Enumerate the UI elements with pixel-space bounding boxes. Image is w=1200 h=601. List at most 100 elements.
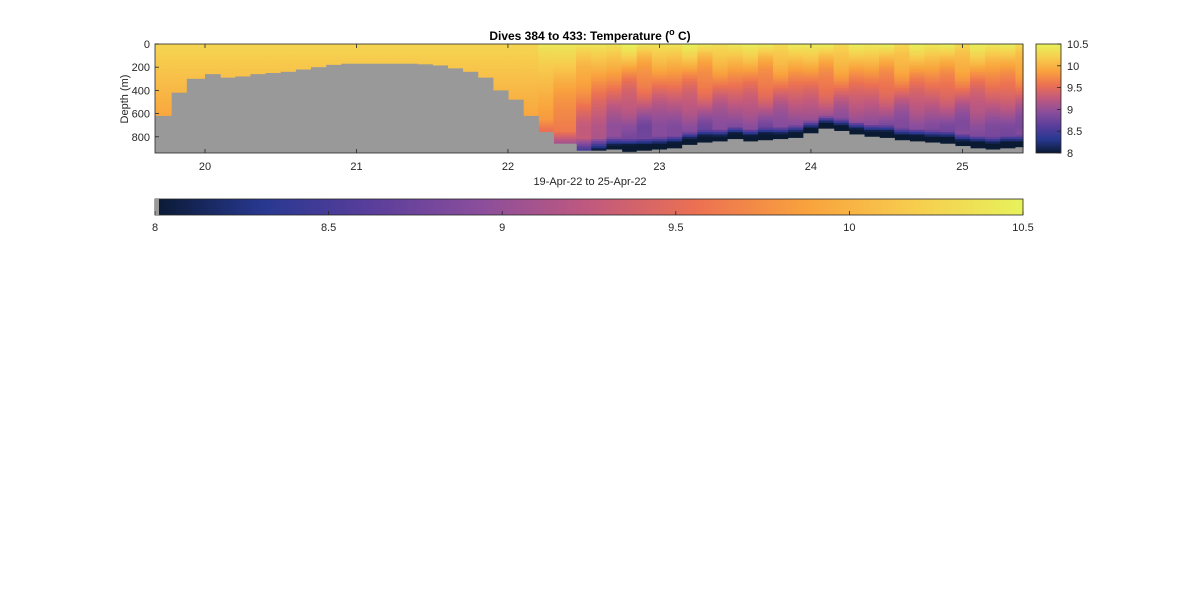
heatmap-cell [757, 64, 774, 68]
heatmap-cell [848, 62, 865, 66]
heatmap-cell [576, 67, 592, 71]
heatmap-cell [553, 134, 577, 138]
heatmap-cell [924, 136, 941, 140]
heatmap-cell [636, 136, 653, 140]
heatmap-cell [863, 99, 880, 103]
heatmap-cell [553, 46, 577, 50]
heatmap-cell [833, 53, 850, 57]
heatmap-cell [576, 92, 592, 96]
heatmap-cell [848, 76, 865, 80]
no-data-cell [311, 67, 327, 153]
heatmap-cell [863, 76, 880, 80]
heatmap-cell [477, 53, 494, 57]
heatmap-cell [757, 48, 774, 52]
heatmap-cell [863, 50, 880, 54]
heatmap-cell [621, 99, 638, 103]
heatmap-cell [727, 57, 744, 61]
heatmap-cell [833, 46, 850, 50]
heatmap-cell [742, 92, 759, 96]
heatmap-cell [985, 134, 1001, 138]
heatmap-cell [969, 85, 986, 89]
heatmap-cell [1015, 122, 1024, 126]
heatmap-cell [909, 134, 926, 138]
heatmap-cell [682, 134, 698, 138]
heatmap-cell [742, 97, 759, 101]
heatmap-cell [553, 55, 577, 59]
heatmap-cell [667, 85, 683, 89]
heatmap-cell [667, 111, 683, 115]
heatmap-cell [848, 92, 865, 96]
heatmap-cell [280, 46, 297, 50]
heatmap-cell [939, 48, 956, 52]
heatmap-cell [712, 81, 729, 85]
heatmap-cell [682, 83, 698, 87]
heatmap-cell [742, 69, 759, 73]
no-data-cell [1000, 148, 1017, 153]
heatmap-cell [621, 118, 638, 122]
heatmap-cell [833, 101, 850, 105]
heatmap-cell [553, 125, 577, 129]
heatmap-cell [651, 122, 668, 126]
heatmap-cell [939, 101, 956, 105]
heatmap-cell [667, 136, 683, 140]
heatmap-cell [507, 78, 524, 82]
no-data-cell [538, 132, 554, 153]
heatmap-cell [727, 106, 744, 110]
heatmap-cell [553, 83, 577, 87]
y-tick-label: 200 [132, 62, 150, 74]
heatmap-cell [553, 139, 577, 143]
heatmap-cell [954, 115, 971, 119]
heatmap-cell [954, 50, 971, 54]
heatmap-cell [204, 55, 221, 59]
heatmap-cell [894, 81, 910, 85]
heatmap-cell [833, 76, 850, 80]
heatmap-cell [863, 81, 880, 85]
heatmap-cell [667, 106, 683, 110]
heatmap-cell [576, 69, 592, 73]
heatmap-cell [833, 62, 850, 66]
heatmap-cell [576, 108, 592, 112]
heatmap-cell [712, 125, 729, 129]
heatmap-cell [939, 67, 956, 71]
heatmap-cell [1000, 108, 1017, 112]
heatmap-cell [621, 60, 638, 64]
heatmap-cell [621, 143, 638, 147]
heatmap-cell [591, 120, 608, 124]
heatmap-cell [606, 134, 623, 138]
heatmap-cell [682, 48, 698, 52]
heatmap-cell [432, 60, 448, 64]
heatmap-cell [833, 57, 850, 61]
heatmap-cell [985, 74, 1001, 78]
no-data-cell [553, 143, 577, 153]
heatmap-cell [697, 92, 714, 96]
heatmap-cell [553, 97, 577, 101]
heatmap-cell [682, 69, 698, 73]
heatmap-cell [818, 50, 835, 54]
heatmap-cell [295, 60, 312, 64]
heatmap-cell [538, 46, 554, 50]
heatmap-cell [924, 81, 941, 85]
heatmap-cell [712, 74, 729, 78]
heatmap-cell [371, 53, 388, 57]
heatmap-cell [909, 136, 926, 140]
heatmap-cell [954, 125, 971, 129]
heatmap-cell [1015, 132, 1024, 136]
heatmap-cell [879, 67, 895, 71]
heatmap-cell [712, 71, 729, 75]
heatmap-cell [220, 48, 236, 52]
heatmap-cell [818, 113, 835, 117]
heatmap-cell [1015, 106, 1024, 110]
heatmap-cell [1015, 141, 1024, 145]
heatmap-cell [621, 120, 638, 124]
heatmap-cell [1015, 71, 1024, 75]
heatmap-cell [651, 143, 668, 147]
heatmap-cell [651, 134, 668, 138]
heatmap-cell [386, 46, 403, 50]
heatmap-cell [879, 106, 895, 110]
heatmap-cell [621, 113, 638, 117]
heatmap-cell [894, 132, 910, 136]
heatmap-cell [833, 90, 850, 94]
heatmap-cell [924, 76, 941, 80]
heatmap-cell [432, 46, 448, 50]
heatmap-cell [591, 78, 608, 82]
